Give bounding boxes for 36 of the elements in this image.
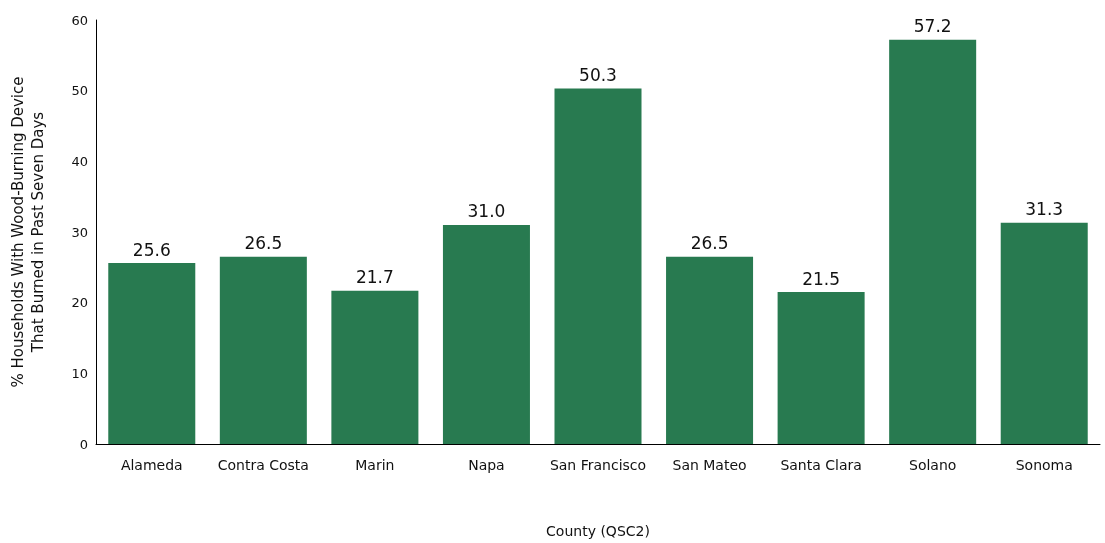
x-tick-label: Napa (468, 457, 505, 473)
data-label: 25.6 (132, 239, 171, 260)
data-label: 21.7 (355, 267, 394, 288)
data-label: 31.0 (467, 201, 506, 222)
y-tick-label: 40 (71, 153, 88, 169)
y-tick-label: 30 (71, 224, 88, 240)
bar (666, 256, 754, 444)
x-tick-label: Santa Clara (780, 457, 862, 473)
x-tick-label: San Mateo (672, 457, 747, 473)
data-label: 26.5 (244, 233, 283, 254)
bar (554, 88, 642, 444)
y-tick-label: 60 (71, 12, 88, 28)
y-tick-label: 50 (71, 83, 88, 99)
y-tick-label: 10 (71, 365, 88, 381)
bar (889, 39, 977, 444)
x-tick-label: Contra Costa (217, 457, 309, 473)
x-tick-label: Sonoma (1015, 457, 1073, 473)
x-tick-label: San Francisco (549, 457, 647, 473)
bar (1000, 222, 1088, 444)
data-label: 21.5 (802, 268, 841, 289)
y-axis-title: % Households With Wood-Burning Device That Burned in Past Seven Days (9, 76, 47, 388)
data-label: 31.3 (1025, 199, 1064, 220)
data-label: 57.2 (913, 16, 952, 37)
data-label: 26.5 (690, 233, 729, 254)
bar (219, 256, 307, 444)
y-tick-label: 0 (79, 436, 88, 452)
y-tick-label: 20 (71, 295, 88, 311)
bar (442, 224, 530, 444)
bar (777, 292, 865, 444)
bar (108, 263, 196, 444)
bar (331, 290, 419, 444)
x-axis-title: County (QSC2) (546, 523, 650, 539)
data-label: 50.3 (579, 65, 617, 86)
x-tick-label: Alameda (120, 457, 183, 473)
x-tick-label: Solano (908, 457, 957, 473)
x-tick-label: Marin (355, 457, 395, 473)
